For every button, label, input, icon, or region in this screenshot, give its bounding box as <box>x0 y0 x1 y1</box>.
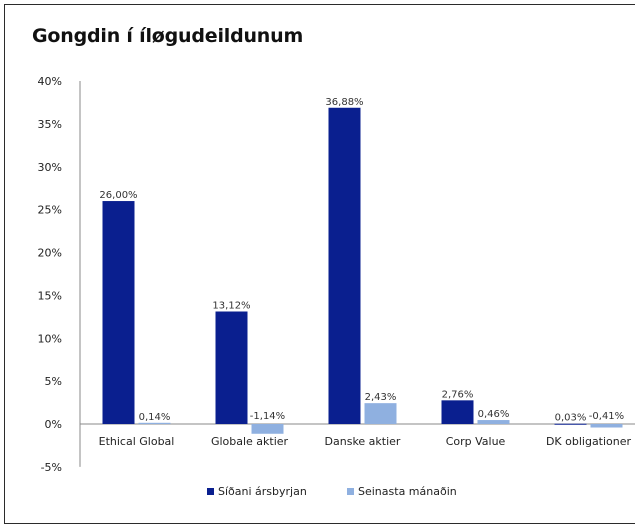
y-tick-label: 20% <box>38 247 62 260</box>
x-tick-label: Corp Value <box>446 435 506 448</box>
bar-Seinasta mánaðin <box>251 424 284 434</box>
data-label: 2,43% <box>365 392 397 403</box>
x-tick-label: Globale aktier <box>211 435 289 448</box>
bar-Seinasta mánaðin <box>364 403 397 424</box>
data-label: 36,88% <box>325 97 363 108</box>
y-tick-label: 5% <box>45 375 62 388</box>
data-label: 0,03% <box>555 413 587 424</box>
data-label: 0,14% <box>139 412 171 423</box>
bar-Seinasta mánaðin <box>138 422 171 424</box>
data-label: 26,00% <box>99 190 137 201</box>
bar-Síðani ársbyrjan <box>215 311 248 424</box>
x-tick-label: Danske aktier <box>325 435 401 448</box>
y-tick-label: 0% <box>45 418 62 431</box>
bar-Síðani ársbyrjan <box>441 400 474 424</box>
legend-swatch <box>347 488 354 495</box>
bar-Síðani ársbyrjan <box>554 423 587 425</box>
y-tick-label: 35% <box>38 118 62 131</box>
y-tick-label: 40% <box>38 75 62 88</box>
chart-title: Gongdin í íløgudeildunum <box>32 25 304 47</box>
bar-Seinasta mánaðin <box>590 424 623 428</box>
x-tick-label: Ethical Global <box>99 435 175 448</box>
x-tick-label: DK obligationer <box>546 435 632 448</box>
data-label: 2,76% <box>442 389 474 400</box>
data-label: -0,41% <box>589 411 624 422</box>
y-tick-label: -5% <box>41 461 62 474</box>
bar-Síðani ársbyrjan <box>328 107 361 424</box>
data-label: 0,46% <box>478 409 510 420</box>
legend-swatch <box>207 488 214 495</box>
data-label: -1,14% <box>250 411 285 422</box>
y-tick-label: 15% <box>38 289 62 302</box>
legend-label: Seinasta mánaðin <box>358 485 457 498</box>
data-label: 13,12% <box>212 300 250 311</box>
y-tick-label: 30% <box>38 161 62 174</box>
y-tick-label: 10% <box>38 332 62 345</box>
bar-Síðani ársbyrjan <box>102 201 135 424</box>
bar-chart: -5% 0% 5% 10% 15% 20% 25% 30% 35% 40% 26,00% 0,14% E… <box>38 75 635 498</box>
y-tick-label: 25% <box>38 204 62 217</box>
bar-Seinasta mánaðin <box>477 420 510 424</box>
legend-label: Síðani ársbyrjan <box>218 485 307 498</box>
